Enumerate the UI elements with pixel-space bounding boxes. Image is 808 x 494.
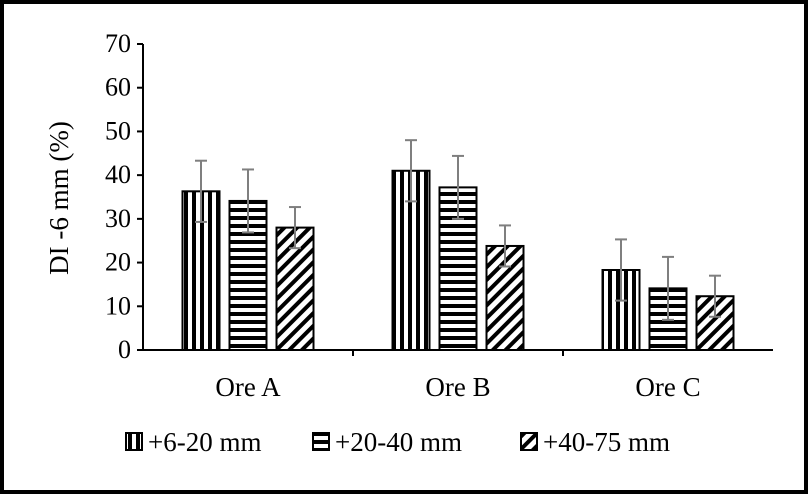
- y-axis-label: DI -6 mm (%): [44, 121, 74, 275]
- bars-group: [181, 139, 735, 352]
- y-tick-label: 20: [105, 248, 131, 277]
- x-tick-label: Ore A: [215, 372, 281, 402]
- y-tick-label: 10: [105, 291, 131, 320]
- legend: +6-20 mm +20-40 mm +40-75 mm: [125, 427, 670, 457]
- y-tick-label: 40: [105, 160, 131, 189]
- x-tick-label: Ore C: [635, 372, 700, 402]
- x-tick-label: Ore B: [425, 372, 490, 402]
- legend-label-2: +20-40 mm: [335, 427, 462, 457]
- legend-label-3: +40-75 mm: [543, 427, 670, 457]
- y-tick-label: 30: [105, 204, 131, 233]
- y-tick-label: 50: [105, 116, 131, 145]
- legend-swatch-2: [312, 432, 330, 451]
- axes: 0 10 20 30 40 50 60 70 Ore A Ore B Ore C: [105, 29, 773, 402]
- legend-swatch-3: [520, 432, 538, 451]
- y-tick-label: 70: [105, 29, 131, 58]
- y-tick-label: 60: [105, 73, 131, 102]
- legend-label-1: +6-20 mm: [148, 427, 261, 457]
- y-tick-label: 0: [118, 335, 131, 364]
- legend-swatch-1: [125, 432, 143, 451]
